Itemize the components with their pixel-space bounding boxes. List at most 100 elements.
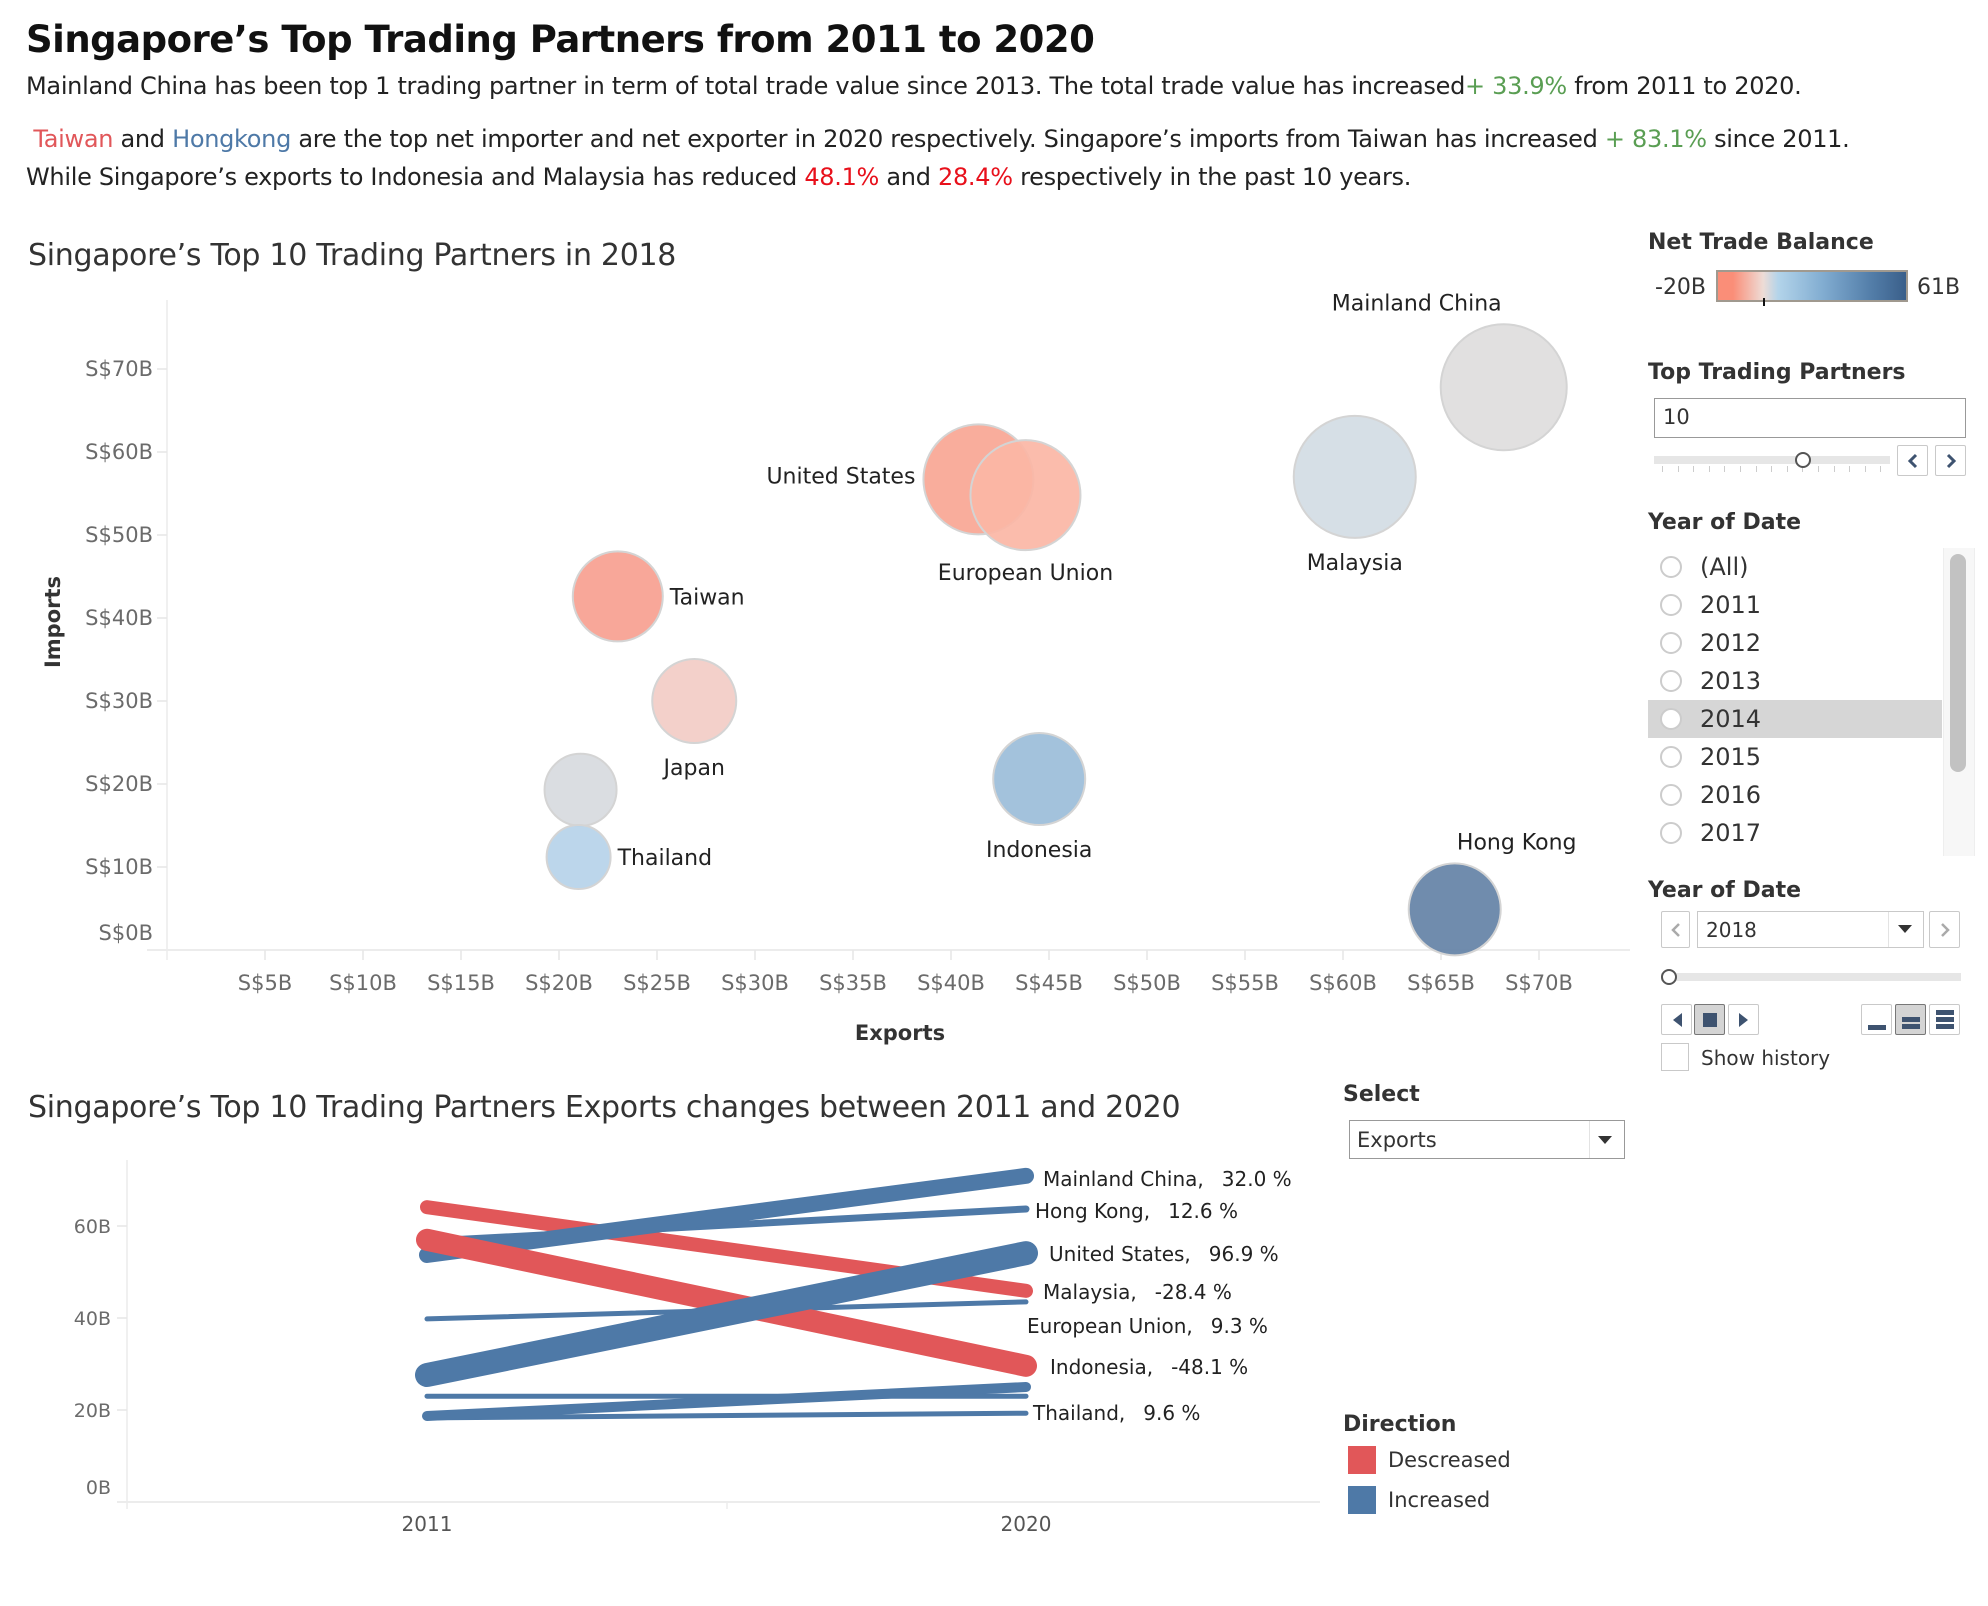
- speed-fast-button[interactable]: [1929, 1004, 1960, 1035]
- bubble-european-union[interactable]: [969, 439, 1082, 552]
- radio-button[interactable]: [1660, 822, 1682, 844]
- stop-button[interactable]: [1694, 1004, 1725, 1035]
- y-tick-label: 0B: [86, 1477, 111, 1499]
- top-partners-slider-track[interactable]: [1654, 456, 1890, 464]
- line-label-change: 9.6 %: [1143, 1401, 1200, 1425]
- summary-text: respectively in the past 10 years.: [1012, 163, 1412, 191]
- top-partners-input[interactable]: 10: [1654, 398, 1966, 438]
- slider-tick: [1786, 466, 1788, 472]
- year-dropdown-title: Year of Date: [1648, 878, 1802, 903]
- y-tick-label: 60B: [74, 1216, 111, 1238]
- line-unlabeled[interactable]: [422, 1382, 1031, 1421]
- chevron-left-icon: [1670, 922, 1680, 937]
- indonesia-reduction: 48.1%: [804, 163, 880, 191]
- y-tick-label: S$50B: [85, 523, 153, 547]
- chevron-down-icon: [1898, 925, 1912, 933]
- year-option-2012[interactable]: 2012: [1648, 624, 1942, 662]
- slider-tick: [1833, 466, 1835, 472]
- year-option-2013[interactable]: 2013: [1648, 662, 1942, 700]
- play-forward-button[interactable]: [1728, 1004, 1759, 1035]
- x-tick-label: S$70B: [1505, 971, 1573, 995]
- stop-icon: [1702, 1012, 1717, 1027]
- bubble-japan[interactable]: [651, 658, 738, 744]
- legend-item-increased[interactable]: Increased: [1348, 1486, 1490, 1514]
- line-end-label: Thailand, 9.6 %: [1032, 1401, 1200, 1425]
- gradient-zero-marker: [1763, 298, 1765, 306]
- bubble-mainland-china[interactable]: [1439, 323, 1568, 452]
- bubble-malaysia[interactable]: [1292, 414, 1417, 539]
- chevron-down-icon: [1598, 1136, 1612, 1144]
- legend-item-descreased[interactable]: Descreased: [1348, 1446, 1511, 1474]
- speed-slow-button[interactable]: [1861, 1004, 1892, 1035]
- bubble-taiwan[interactable]: [571, 550, 664, 643]
- year-option-label: 2015: [1700, 743, 1762, 771]
- slider-tick: [1740, 466, 1741, 472]
- top-partners-value: 10: [1663, 405, 1690, 429]
- line-label-change: 9.3 %: [1211, 1314, 1268, 1338]
- bubble-thailand[interactable]: [545, 824, 612, 891]
- radio-button[interactable]: [1660, 594, 1682, 616]
- slider-tick: [1849, 466, 1851, 472]
- bubble-hong-kong[interactable]: [1407, 862, 1502, 957]
- year-dropdown[interactable]: 2018: [1697, 911, 1924, 948]
- show-history-checkbox[interactable]: [1661, 1043, 1689, 1071]
- line-mainland-china[interactable]: [419, 1167, 1034, 1263]
- year-list-scrollbar[interactable]: [1943, 548, 1975, 856]
- year-option-2011[interactable]: 2011: [1648, 586, 1942, 624]
- select-title: Select: [1343, 1082, 1420, 1107]
- summary-text: and: [113, 125, 173, 153]
- radio-button[interactable]: [1660, 746, 1682, 768]
- x-tick-label: S$20B: [525, 971, 593, 995]
- year-option-label: (All): [1700, 553, 1749, 581]
- radio-button[interactable]: [1660, 632, 1682, 654]
- radio-button[interactable]: [1660, 670, 1682, 692]
- slider-tick: [1880, 466, 1882, 472]
- x-tick-label: S$15B: [427, 971, 495, 995]
- bubble-unlabeled[interactable]: [543, 752, 618, 827]
- dropdown-divider: [1589, 1121, 1590, 1158]
- radio-button[interactable]: [1660, 784, 1682, 806]
- year-option-2016[interactable]: 2016: [1648, 776, 1942, 814]
- year-option-2014[interactable]: 2014: [1648, 700, 1942, 738]
- malaysia-reduction: 28.4%: [937, 163, 1013, 191]
- year-option-label: 2016: [1700, 781, 1762, 809]
- line-label-name: Mainland China,: [1043, 1167, 1204, 1191]
- measure-select-value: Exports: [1357, 1128, 1437, 1152]
- line-united-states[interactable]: [415, 1241, 1038, 1388]
- year-option-2015[interactable]: 2015: [1648, 738, 1942, 776]
- year-previous-button[interactable]: [1661, 911, 1690, 948]
- y-axis-title: Imports: [41, 576, 65, 668]
- measure-select[interactable]: Exports: [1349, 1120, 1625, 1159]
- year-list-scrollbar-thumb[interactable]: [1950, 554, 1966, 772]
- x-tick-label: S$50B: [1113, 971, 1181, 995]
- year-next-button[interactable]: [1929, 911, 1960, 948]
- top-partners-decrement-button[interactable]: [1897, 445, 1928, 476]
- year-option-2017[interactable]: 2017: [1648, 814, 1942, 852]
- line-thailand[interactable]: [424, 1410, 1029, 1421]
- y-tick-label: S$20B: [85, 772, 153, 796]
- x-tick-label: 2020: [1001, 1512, 1052, 1536]
- year-option-all[interactable]: (All): [1648, 548, 1942, 586]
- top-partners-slider-ticks: [1662, 466, 1884, 472]
- summary-text: since 2011.: [1706, 125, 1850, 153]
- x-tick-label: S$30B: [721, 971, 789, 995]
- radio-button[interactable]: [1660, 708, 1682, 730]
- line-label-name: Malaysia,: [1043, 1280, 1137, 1304]
- slider-tick: [1724, 466, 1726, 472]
- x-tick-label: 2011: [402, 1512, 453, 1536]
- line-end-label: Hong Kong, 12.6 %: [1035, 1199, 1238, 1223]
- year-slider-track[interactable]: [1661, 973, 1961, 981]
- speed-medium-button[interactable]: [1895, 1004, 1926, 1035]
- slider-tick: [1677, 466, 1679, 472]
- y-tick-label: S$40B: [85, 606, 153, 630]
- bubble-indonesia[interactable]: [992, 732, 1087, 827]
- top-partners-slider-thumb[interactable]: [1794, 452, 1811, 468]
- year-option-label: 2011: [1700, 591, 1762, 619]
- summary-line-3: While Singapore’s exports to Indonesia a…: [26, 163, 1411, 191]
- radio-button[interactable]: [1660, 556, 1682, 578]
- play-backward-button[interactable]: [1661, 1004, 1692, 1035]
- year-slider-thumb[interactable]: [1661, 969, 1677, 985]
- line-end-label: Mainland China, 32.0 %: [1043, 1167, 1292, 1191]
- top-partners-increment-button[interactable]: [1935, 445, 1966, 476]
- y-tick-label: S$70B: [85, 357, 153, 381]
